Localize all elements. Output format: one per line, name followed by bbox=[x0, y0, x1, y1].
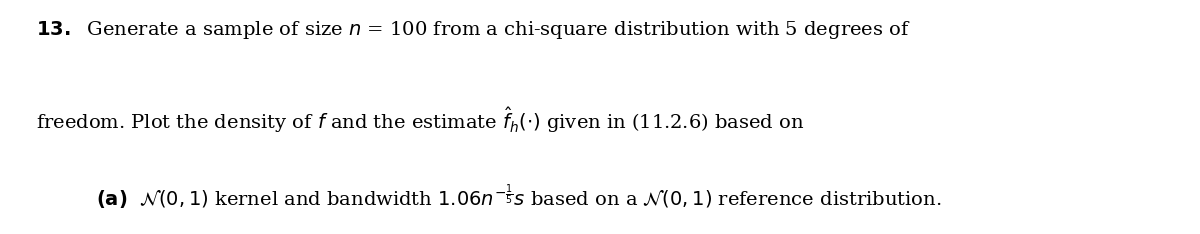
Text: $\mathbf{13.}$  Generate a sample of size $n$ = 100 from a chi-square distributi: $\mathbf{13.}$ Generate a sample of size… bbox=[36, 19, 911, 41]
Text: freedom. Plot the density of $f$ and the estimate $\hat{f}_h(\cdot)$ given in (1: freedom. Plot the density of $f$ and the… bbox=[36, 105, 804, 135]
Text: $\bf{(a)}$  $\mathcal{N}(0,1)$ kernel and bandwidth $1.06n^{-\frac{1}{5}}s$ base: $\bf{(a)}$ $\mathcal{N}(0,1)$ kernel and… bbox=[96, 183, 942, 212]
